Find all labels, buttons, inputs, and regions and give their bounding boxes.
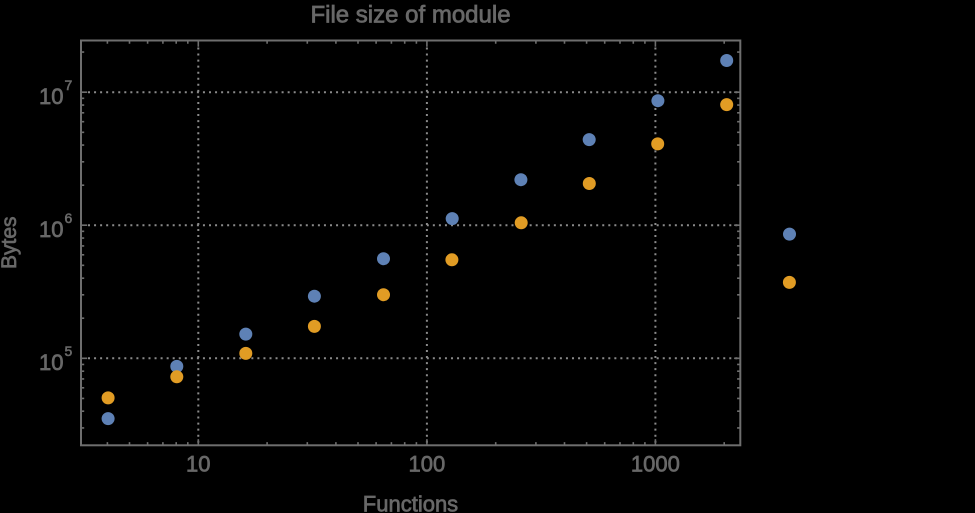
svg-text:Bytes: Bytes (0, 216, 21, 269)
svg-text:10: 10 (39, 84, 63, 109)
svg-text:10: 10 (186, 452, 210, 477)
svg-text:100: 100 (409, 452, 446, 477)
svg-text:Functions: Functions (363, 492, 458, 513)
svg-text:1000: 1000 (631, 452, 680, 477)
svg-text:File size of module: File size of module (310, 2, 510, 29)
svg-text:6: 6 (65, 210, 73, 226)
svg-text:7: 7 (65, 77, 73, 93)
svg-text:10: 10 (39, 217, 63, 242)
svg-text:5: 5 (65, 343, 73, 359)
svg-text:10: 10 (39, 350, 63, 375)
